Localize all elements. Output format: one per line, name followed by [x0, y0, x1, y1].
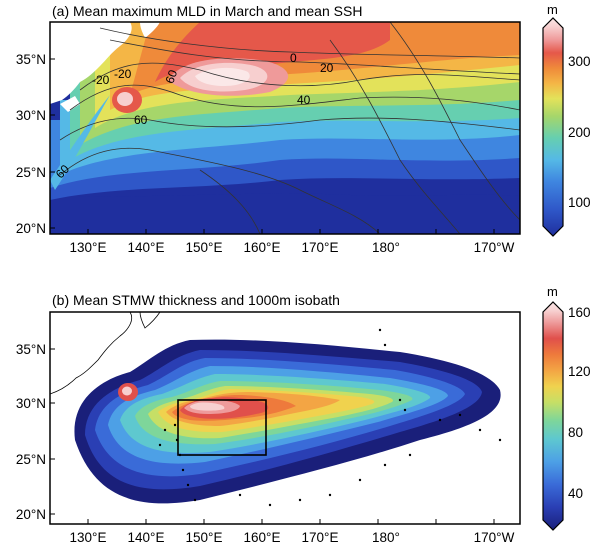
panel-a-frame [49, 21, 521, 235]
panel-b-frame [49, 311, 521, 525]
lon-label-5: 180° [372, 530, 400, 545]
lon-label-0: 130°E [70, 530, 107, 545]
colorbar-a: m 300 200 100 [542, 2, 591, 237]
contour-label-4: 20 [320, 61, 334, 75]
lat-label-0: 35°N [16, 52, 46, 67]
lon-label-2: 150°E [186, 530, 223, 545]
contour-label-6: 60 [162, 68, 180, 86]
contour-label-7: 60 [134, 113, 148, 127]
colorbar-a-tick-0: 300 [568, 54, 591, 69]
colorbar-b-tick-1: 120 [568, 364, 591, 379]
land-japan-b [50, 312, 133, 395]
lon-label-6: 170°W [474, 240, 515, 255]
panel-a-axis-labels: 35°N 30°N 25°N 20°N 130°E 140°E 150°E 160°E 170°… [16, 52, 515, 255]
lat-label-3: 20°N [16, 221, 46, 236]
lon-label-1: 140°E [128, 240, 165, 255]
lat-label-2: 25°N [16, 452, 46, 467]
lon-label-0: 130°E [70, 240, 107, 255]
panel-a-title: (a) Mean maximum MLD in March and mean S… [52, 3, 362, 19]
colorbar-a-unit: m [547, 2, 558, 17]
lon-label-1: 140°E [128, 530, 165, 545]
colorbar-b-tick-0: 160 [568, 305, 591, 320]
contour-label-3: 0 [290, 51, 297, 65]
colorbar-a-tick-2: 100 [568, 195, 591, 210]
colorbar-b-bar [542, 301, 564, 531]
colorbar-b-unit: m [547, 284, 558, 299]
lon-label-4: 170°E [302, 530, 339, 545]
panel-b-map [50, 312, 520, 524]
lat-label-0: 35°N [16, 342, 46, 357]
panel-b: (b) Mean STMW thickness and 1000m isobat… [49, 292, 521, 525]
lat-label-2: 25°N [16, 165, 46, 180]
isobath-1000m [158, 328, 502, 507]
ssh-contours [59, 22, 520, 234]
lon-label-5: 180° [372, 240, 400, 255]
panel-a: (a) Mean maximum MLD in March and mean S… [49, 3, 521, 235]
lat-label-1: 30°N [16, 396, 46, 411]
lon-label-6: 170°W [474, 530, 515, 545]
lon-label-3: 160°E [244, 240, 281, 255]
colorbar-a-tick-1: 200 [568, 125, 591, 140]
contour-label-1: -20 [92, 73, 110, 87]
colorbar-b: m 160 120 80 40 [542, 284, 591, 531]
contour-label-2: -20 [114, 67, 132, 81]
analysis-box [177, 399, 267, 456]
land-japan [50, 22, 132, 104]
contour-label-5: 40 [297, 93, 311, 107]
panel-a-map: -20 -20 0 20 40 60 60 60 [50, 22, 520, 234]
panel-b-axis-labels: 35°N 30°N 25°N 20°N 130°E 140°E 150°E 160°E 170°… [16, 342, 515, 545]
lon-label-3: 160°E [244, 530, 281, 545]
lat-label-1: 30°N [16, 108, 46, 123]
colorbar-a-bar [542, 17, 564, 237]
lon-label-4: 170°E [302, 240, 339, 255]
colorbar-b-tick-3: 40 [568, 486, 583, 501]
panel-b-title: (b) Mean STMW thickness and 1000m isobat… [52, 292, 340, 308]
lat-label-3: 20°N [16, 507, 46, 522]
colorbar-b-tick-2: 80 [568, 425, 583, 440]
lon-label-2: 150°E [186, 240, 223, 255]
